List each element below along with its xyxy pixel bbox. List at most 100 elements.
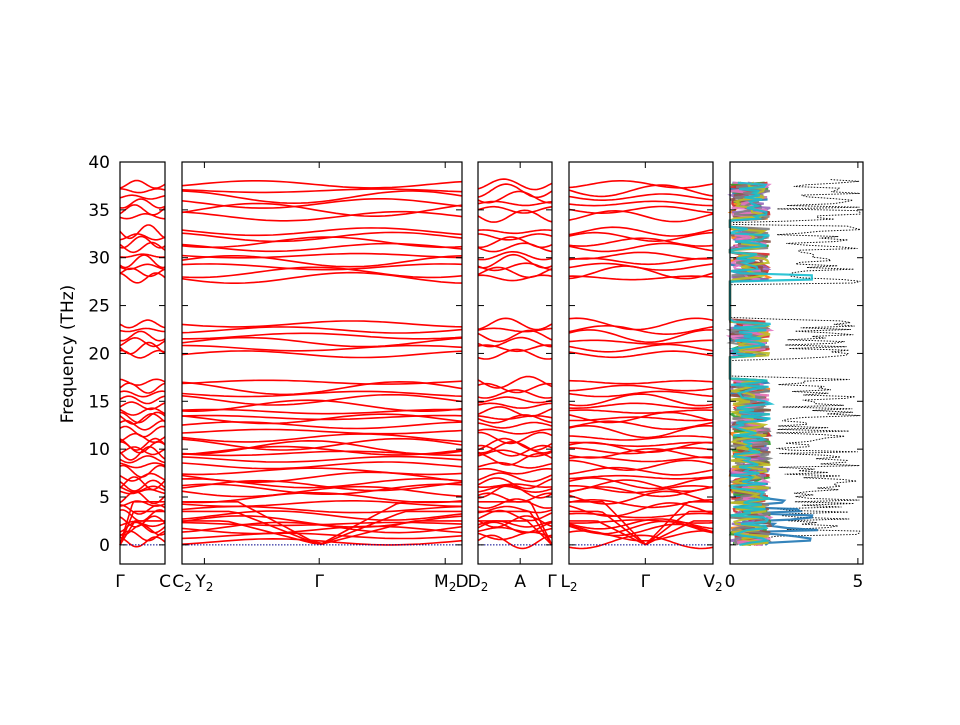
phonon-band-line <box>181 379 463 385</box>
phonon-band-line <box>181 350 463 359</box>
phonon-band-line <box>477 183 553 199</box>
phonon-band-line <box>478 484 553 499</box>
phonon-band-line <box>119 413 166 425</box>
phonon-band-line <box>181 344 463 352</box>
phonon-band-line <box>568 534 714 550</box>
phonon-band-line <box>119 432 166 443</box>
acoustic-branch-line <box>119 520 165 546</box>
phonon-band-line <box>181 242 463 253</box>
y-tick-label: 0 <box>99 536 110 556</box>
phonon-band-line <box>181 266 463 279</box>
phonon-band-line <box>181 336 463 348</box>
phonon-band-line <box>477 461 553 469</box>
phonon-band-line <box>478 233 553 241</box>
phonon-band-line <box>568 193 714 201</box>
phonon-band-line <box>568 474 714 480</box>
phonon-band-line <box>568 502 714 517</box>
phonon-band-line <box>568 424 714 439</box>
phonon-band-line <box>477 505 553 514</box>
phonon-band-line <box>181 461 463 470</box>
phonon-band-line <box>181 198 463 209</box>
phonon-band-line <box>181 326 463 334</box>
y-tick-label: 25 <box>88 297 110 317</box>
phonon-band-line <box>119 254 166 269</box>
phonon-band-line <box>119 319 166 329</box>
phonon-band-line <box>119 253 166 258</box>
y-axis-label: Frequency (THz) <box>58 285 78 424</box>
phonon-band-line <box>181 190 463 205</box>
phonon-band-line <box>568 420 714 431</box>
acoustic-branch-line <box>119 510 165 546</box>
phonon-band-line <box>477 406 553 418</box>
phonon-band-line <box>477 236 553 249</box>
phonon-band-line <box>119 437 166 451</box>
phonon-band-line <box>119 198 166 209</box>
phonon-band-line <box>119 263 166 271</box>
phonon-band-line <box>119 336 166 348</box>
phonon-band-line <box>568 384 714 392</box>
phonon-band-line <box>119 224 166 240</box>
acoustic-branch-line <box>478 510 553 546</box>
phonon-band-line <box>181 180 463 189</box>
x-tick-label: C2 <box>172 572 192 594</box>
x-tick-label: Y2 <box>194 572 213 594</box>
phonon-band-line <box>182 332 463 340</box>
phonon-band-line <box>119 241 166 254</box>
phonon-band-line <box>181 390 463 398</box>
x-tick-label: V2 <box>703 572 722 594</box>
phonon-band-line <box>181 437 463 451</box>
phonon-band-line <box>181 271 463 284</box>
phonon-band-line <box>568 350 714 359</box>
phonon-band-line <box>568 343 714 353</box>
phonon-band-line <box>568 325 714 336</box>
x-tick-label: C <box>159 572 171 592</box>
acoustic-branch-line <box>119 501 165 546</box>
band-panel <box>568 180 714 550</box>
y-tick-label: 5 <box>99 488 110 508</box>
phonon-band-line <box>477 444 553 457</box>
phonon-band-line <box>181 210 463 222</box>
band-panel-frame <box>477 161 553 565</box>
phonon-band-line <box>568 512 714 519</box>
phonon-band-line <box>568 180 714 189</box>
x-tick-label: D2 <box>468 572 489 594</box>
phonon-band-line <box>119 341 166 355</box>
phonon-band-line <box>568 477 713 490</box>
phonon-band-line <box>477 477 553 490</box>
phonon-band-line <box>181 414 463 421</box>
phonon-band-line <box>477 178 553 191</box>
x-tick-label: Γ <box>641 572 651 592</box>
phonon-band-line <box>119 235 166 249</box>
phonon-band-line <box>119 349 166 359</box>
phonon-band-line <box>477 468 553 475</box>
phonon-band-line <box>568 466 714 476</box>
phonon-band-line <box>181 439 463 455</box>
phonon-band-line <box>477 449 553 458</box>
phonon-band-line <box>477 414 553 421</box>
phonon-band-line <box>119 479 166 492</box>
dos-panel-frame <box>729 161 864 565</box>
y-tick-label: 35 <box>88 201 110 221</box>
phonon-band-line <box>568 339 713 345</box>
phonon-band-line <box>568 409 714 414</box>
phonon-band-line <box>477 344 553 353</box>
phonon-band-line <box>119 204 166 216</box>
phonon-band-line <box>181 252 463 259</box>
phonon-band-line <box>120 504 166 515</box>
phonon-band-line <box>181 188 463 194</box>
phonon-band-line <box>477 348 553 360</box>
phonon-band-line <box>477 472 553 483</box>
phonon-band-line <box>181 467 463 476</box>
phonon-band-line <box>181 393 463 406</box>
phonon-band-line <box>119 194 166 200</box>
phonon-band-line <box>119 455 166 464</box>
phonon-band-line <box>568 226 714 237</box>
phonon-band-line <box>477 428 553 435</box>
y-tick-label: 30 <box>88 249 110 269</box>
band-panel-frame <box>181 161 463 565</box>
phonon-band-line <box>119 179 166 189</box>
phonon-band-line <box>181 485 463 498</box>
acoustic-branch-line <box>569 501 713 546</box>
